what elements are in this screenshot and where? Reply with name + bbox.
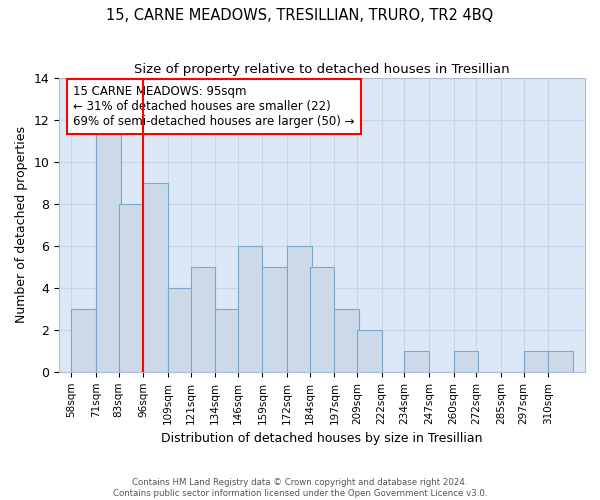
Bar <box>287 246 311 372</box>
Bar <box>548 351 573 372</box>
Bar <box>357 330 382 372</box>
Bar <box>238 246 262 372</box>
Bar <box>71 309 96 372</box>
Bar <box>119 204 143 372</box>
Bar <box>143 183 168 372</box>
Bar <box>524 351 548 372</box>
Bar <box>168 288 193 372</box>
Text: 15, CARNE MEADOWS, TRESILLIAN, TRURO, TR2 4BQ: 15, CARNE MEADOWS, TRESILLIAN, TRURO, TR… <box>106 8 494 22</box>
Bar <box>334 309 359 372</box>
Y-axis label: Number of detached properties: Number of detached properties <box>15 126 28 324</box>
Bar <box>215 309 240 372</box>
Bar <box>454 351 478 372</box>
Bar <box>310 267 334 372</box>
Bar <box>262 267 287 372</box>
Text: Contains HM Land Registry data © Crown copyright and database right 2024.
Contai: Contains HM Land Registry data © Crown c… <box>113 478 487 498</box>
X-axis label: Distribution of detached houses by size in Tresillian: Distribution of detached houses by size … <box>161 432 483 445</box>
Bar <box>191 267 215 372</box>
Bar <box>96 120 121 372</box>
Text: 15 CARNE MEADOWS: 95sqm
← 31% of detached houses are smaller (22)
69% of semi-de: 15 CARNE MEADOWS: 95sqm ← 31% of detache… <box>73 86 355 128</box>
Title: Size of property relative to detached houses in Tresillian: Size of property relative to detached ho… <box>134 62 510 76</box>
Bar <box>404 351 429 372</box>
